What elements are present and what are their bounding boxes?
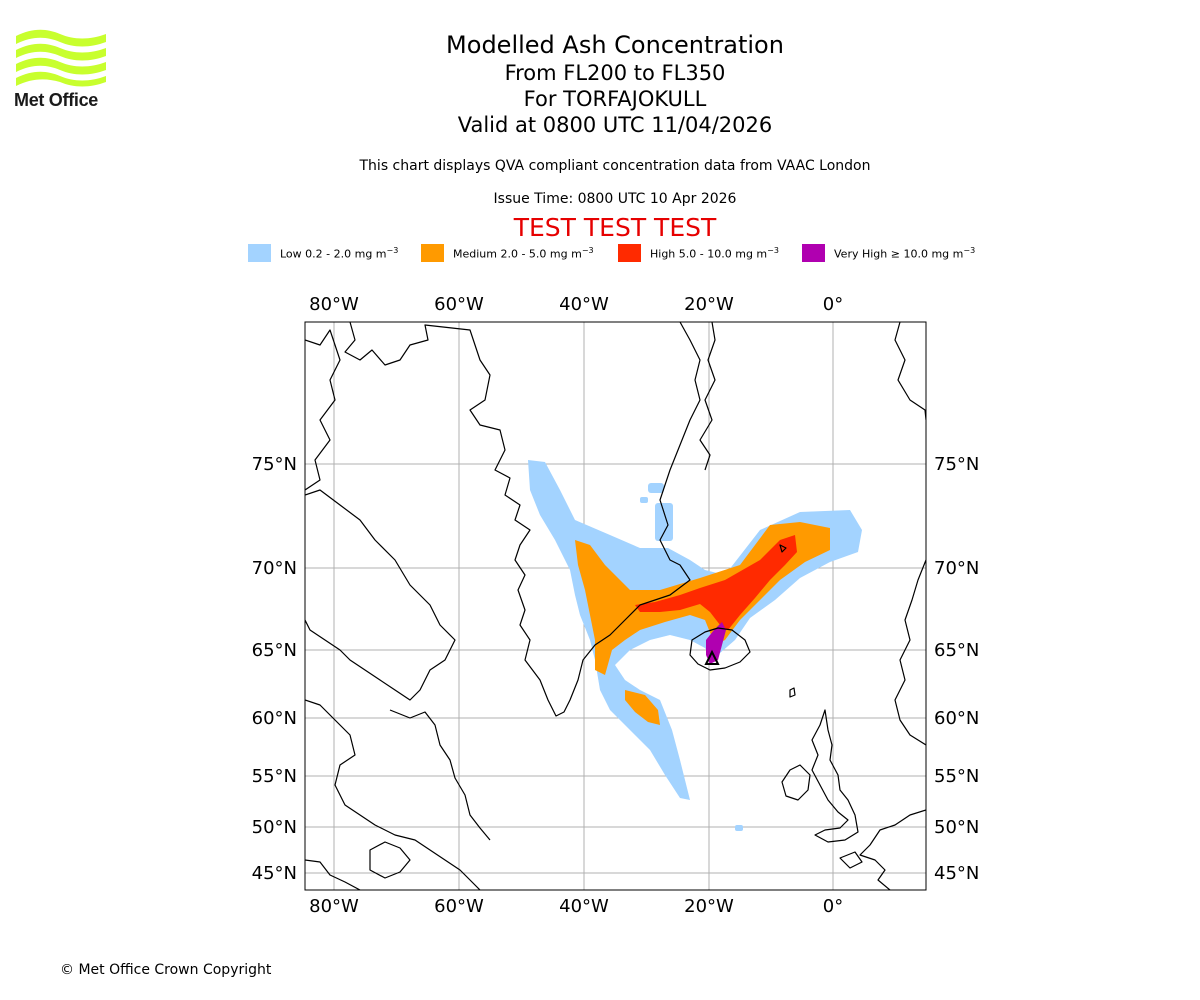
met-office-logo: Met Office xyxy=(12,28,112,116)
coast-europe xyxy=(859,809,926,890)
coast-faroe xyxy=(789,687,796,698)
legend-swatch-medium xyxy=(421,244,444,262)
lon-label-0-top: 0° xyxy=(823,294,843,315)
lat-label-75n-left: 75°N xyxy=(252,454,297,475)
copyright-notice: © Met Office Crown Copyright xyxy=(60,962,272,978)
map-frame xyxy=(304,321,927,891)
logo-waves-icon xyxy=(16,29,106,87)
lon-label-80w-bottom: 80°W xyxy=(309,896,359,917)
coast-svalbard-like xyxy=(779,544,787,553)
lon-label-0-bottom: 0° xyxy=(823,896,843,917)
lat-label-45n-left: 45°N xyxy=(252,863,297,884)
lon-label-60w-top: 60°W xyxy=(434,294,484,315)
coast-scandinavia xyxy=(894,322,926,421)
lon-label-20w-bottom: 20°W xyxy=(684,896,734,917)
coast-norway xyxy=(894,559,926,746)
coast-brittany xyxy=(839,851,863,869)
lat-label-50n-right: 50°N xyxy=(934,817,979,838)
lat-label-75n-right: 75°N xyxy=(934,454,979,475)
lat-label-55n-left: 55°N xyxy=(252,766,297,787)
title-block: Modelled Ash Concentration From FL200 to… xyxy=(0,30,1200,138)
test-banner: TEST TEST TEST xyxy=(513,213,717,242)
coast-newfoundland xyxy=(369,841,411,879)
lat-label-70n-left: 70°N xyxy=(252,558,297,579)
lon-label-60w-bottom: 60°W xyxy=(434,896,484,917)
lat-label-70n-right: 70°N xyxy=(934,558,979,579)
lat-label-45n-right: 45°N xyxy=(934,863,979,884)
volcano-name: For TORFAJOKULL xyxy=(523,87,707,111)
legend-swatch-high xyxy=(618,244,641,262)
coast-baffin-island xyxy=(305,489,456,701)
lon-labels-top: 80°W 60°W 40°W 20°W 0° xyxy=(309,294,843,315)
lat-label-65n-right: 65°N xyxy=(934,640,979,661)
chart-description: This chart displays QVA compliant concen… xyxy=(359,158,871,174)
lat-labels-right: 75°N 70°N 65°N 60°N 55°N 50°N 45°N xyxy=(934,454,979,884)
lon-label-40w-top: 40°W xyxy=(559,294,609,315)
lat-label-65n-left: 65°N xyxy=(252,640,297,661)
lon-label-80w-top: 80°W xyxy=(309,294,359,315)
legend-label-very-high: Very High ≥ 10.0 mg m−3 xyxy=(834,246,976,261)
logo-text: Met Office xyxy=(14,90,99,110)
coast-east-greenland-north xyxy=(699,322,716,471)
legend-label-medium: Medium 2.0 - 5.0 mg m−3 xyxy=(453,246,594,261)
issue-time: Issue Time: 0800 UTC 10 Apr 2026 xyxy=(493,191,737,207)
legend-label-high: High 5.0 - 10.0 mg m−3 xyxy=(650,246,779,261)
coastlines xyxy=(305,322,926,890)
coast-great-britain xyxy=(811,709,859,843)
coast-arctic-islands xyxy=(305,329,341,491)
volcano-marker-icon xyxy=(704,649,720,665)
coast-ireland xyxy=(781,764,811,801)
legend-swatch-very-high xyxy=(802,244,825,262)
coast-labrador xyxy=(305,699,481,890)
lat-label-50n-left: 50°N xyxy=(252,817,297,838)
lat-label-60n-left: 60°N xyxy=(252,708,297,729)
lon-labels-bottom: 80°W 60°W 40°W 20°W 0° xyxy=(309,896,843,917)
ash-low-area xyxy=(528,460,862,831)
chart-title: Modelled Ash Concentration xyxy=(446,31,784,59)
coast-iceland xyxy=(689,627,751,671)
lat-labels-left: 75°N 70°N 65°N 60°N 55°N 50°N 45°N xyxy=(252,454,297,884)
flight-levels: From FL200 to FL350 xyxy=(504,61,726,85)
ash-high-area xyxy=(635,535,797,630)
legend-label-low: Low 0.2 - 2.0 mg m−3 xyxy=(280,246,399,261)
lon-label-40w-bottom: 40°W xyxy=(559,896,609,917)
lat-label-60n-right: 60°N xyxy=(934,708,979,729)
legend-swatch-low xyxy=(248,244,271,262)
lon-label-20w-top: 20°W xyxy=(684,294,734,315)
lat-label-55n-right: 55°N xyxy=(934,766,979,787)
coast-greenland xyxy=(344,322,701,717)
valid-time: Valid at 0800 UTC 11/04/2026 xyxy=(457,113,773,137)
coast-nova-scotia xyxy=(305,859,361,890)
coast-hudson-strait xyxy=(389,709,491,841)
